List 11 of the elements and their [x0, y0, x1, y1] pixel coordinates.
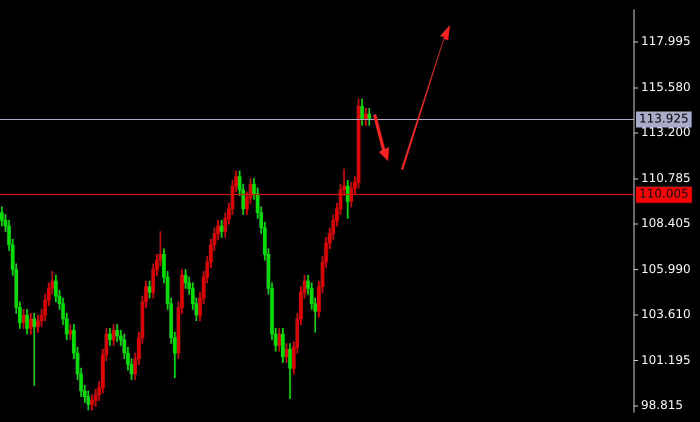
y-tick-label: 98.815	[641, 398, 683, 412]
y-tick-label: 103.610	[641, 306, 691, 321]
y-tick-label: 105.990	[641, 262, 691, 276]
y-tick-label: 115.580	[641, 80, 691, 94]
y-tick-label: 113.200	[641, 125, 691, 140]
ref-line-label: 113.925	[639, 112, 689, 126]
y-tick-label: 108.405	[641, 216, 691, 230]
y-tick-label: 110.785	[641, 170, 691, 185]
y-tick-label: 117.995	[641, 34, 691, 48]
ref-line-label: 110.005	[639, 186, 689, 201]
y-tick-label: 101.195	[641, 352, 691, 367]
